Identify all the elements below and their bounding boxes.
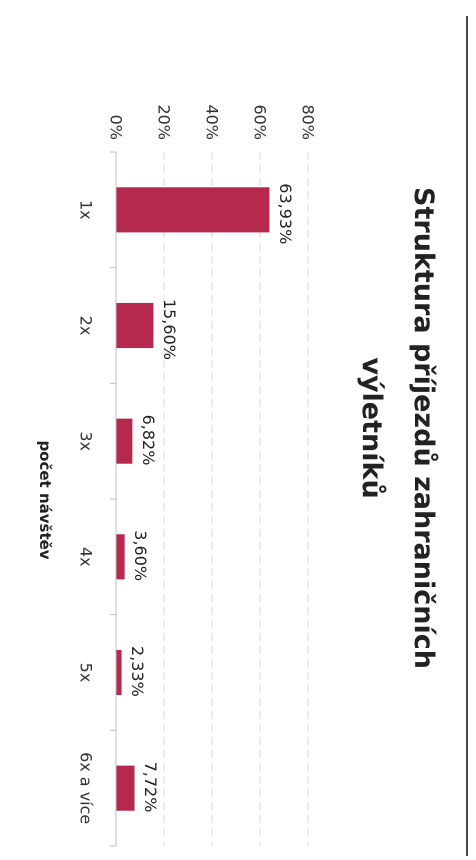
bars [116, 187, 270, 811]
value-label: 63,93% [276, 183, 295, 244]
y-tick-label-group: 0% [107, 115, 126, 140]
category-label-group: 2x [77, 316, 96, 336]
category-label: 3x [77, 431, 96, 451]
value-label: 15,60% [160, 299, 179, 360]
y-tick-label: 20% [155, 104, 174, 140]
value-label-group: 63,93% [276, 183, 295, 244]
value-label-group: 6,82% [139, 415, 158, 466]
value-label-group: 3,60% [131, 530, 150, 581]
value-label: 2,33% [128, 646, 147, 697]
value-label-group: 7,72% [141, 762, 160, 813]
value-labels: 63,93% 15,60% 6,82% 3,60% 2,33% 7,72% [128, 183, 295, 812]
chart-title-line-2: výletníků [356, 357, 387, 498]
bar [116, 418, 133, 464]
value-label: 3,60% [131, 530, 150, 581]
category-label: 4x [77, 547, 96, 567]
category-label-group: 4x [77, 547, 96, 567]
y-tick-label: 0% [107, 115, 126, 140]
y-tick-label: 80% [299, 104, 318, 140]
y-tick-label: 40% [203, 104, 222, 140]
category-label-group: 1x [77, 200, 96, 220]
category-label: 1x [77, 200, 96, 220]
bar [116, 302, 154, 349]
value-label-group: 2,33% [128, 646, 147, 697]
x-axis-title: počet návštěv [36, 440, 54, 559]
grid-lines [163, 152, 309, 846]
category-label-group: 3x [77, 431, 96, 451]
y-tick-labels: 0% 20% 40% 60% 80% [107, 104, 318, 140]
y-tick-label-group: 20% [155, 104, 174, 140]
x-axis-label: počet návštěv [36, 440, 54, 559]
bar [116, 187, 270, 233]
bar [116, 649, 122, 696]
category-label-group: 6x a více [77, 752, 96, 824]
category-label: 5x [77, 663, 96, 683]
y-tick-label-group: 40% [203, 104, 222, 140]
category-label: 2x [77, 316, 96, 336]
x-tick-marks [110, 151, 116, 847]
x-tick-labels: 1x 2x 3x 4x 5x 6x a více [77, 200, 96, 824]
y-tick-label-group: 60% [251, 104, 270, 140]
category-label-group: 5x [77, 663, 96, 683]
bar [116, 534, 125, 580]
value-label: 6,82% [139, 415, 158, 466]
value-label-group: 15,60% [160, 299, 179, 360]
y-tick-label: 60% [251, 104, 270, 140]
value-label: 7,72% [141, 762, 160, 813]
category-label: 6x a více [77, 752, 96, 824]
y-tick-label-group: 80% [299, 104, 318, 140]
chart-title: Struktura příjezdů zahraničních výletník… [356, 187, 439, 669]
bar [116, 765, 135, 811]
chart-title-line-1: Struktura příjezdů zahraničních [408, 187, 439, 669]
